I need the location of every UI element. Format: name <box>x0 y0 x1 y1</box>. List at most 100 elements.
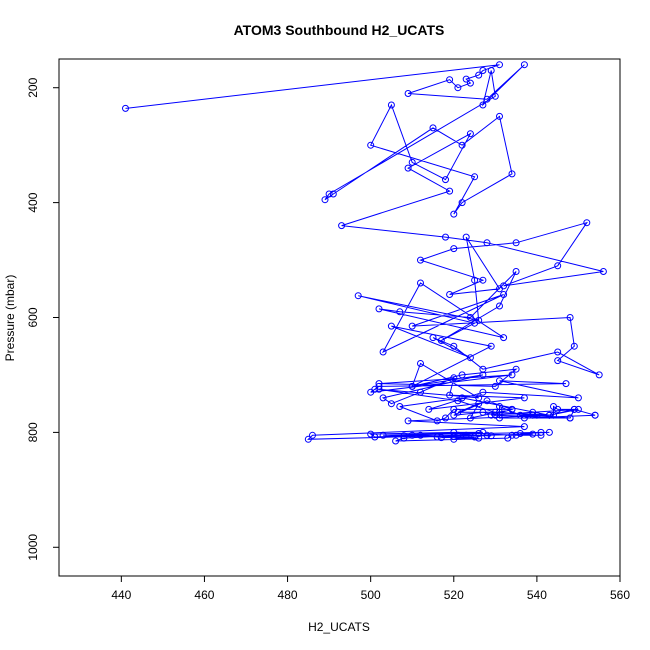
data-point <box>545 411 553 419</box>
data-point <box>475 430 483 437</box>
data-point <box>483 431 491 439</box>
data-point <box>442 233 449 241</box>
data-point <box>379 348 387 356</box>
data-point <box>529 411 537 419</box>
data-point <box>508 170 516 178</box>
data-point <box>487 342 495 350</box>
data-point <box>554 357 562 365</box>
data-point <box>487 432 495 440</box>
data-point <box>466 130 474 138</box>
data-point <box>508 431 516 439</box>
data-point <box>462 75 470 83</box>
data-point <box>367 430 375 438</box>
data-point <box>400 432 408 440</box>
data-point <box>583 219 591 227</box>
data-point <box>500 334 508 342</box>
data-point <box>520 61 528 69</box>
data-point <box>516 430 524 437</box>
x-tick-label: 520 <box>444 588 464 602</box>
x-axis-label: H2_UCATS <box>308 620 370 634</box>
data-point <box>479 276 487 284</box>
data-point <box>496 414 503 422</box>
data-point <box>475 71 483 79</box>
data-point <box>487 67 495 74</box>
data-point <box>520 414 528 422</box>
data-point <box>450 245 458 253</box>
data-point <box>433 433 441 441</box>
data-point <box>475 434 483 442</box>
x-tick-label: 480 <box>278 588 298 602</box>
data-point <box>554 262 562 270</box>
data-point <box>429 334 437 342</box>
axes-layer: 440 460 480 500 520 540 560 200 400 600 800 1000 <box>26 58 630 602</box>
data-point <box>408 382 416 390</box>
data-point <box>450 374 458 382</box>
data-point <box>458 394 466 402</box>
data-point <box>379 431 387 439</box>
data-point <box>566 414 574 422</box>
data-point <box>425 405 433 413</box>
data-point <box>329 190 337 198</box>
data-point <box>550 411 557 419</box>
data-point <box>574 405 582 413</box>
data-point <box>466 354 474 362</box>
data-point <box>566 314 574 321</box>
data-point <box>450 405 458 413</box>
data-point <box>466 79 474 87</box>
data-point <box>379 394 387 402</box>
data-point <box>496 377 503 385</box>
data-point <box>479 408 487 416</box>
data-point <box>554 348 562 356</box>
data-point <box>446 76 454 84</box>
data-point <box>309 431 316 439</box>
data-point <box>537 431 545 439</box>
data-point <box>520 423 528 431</box>
y-tick-label: 1000 <box>26 534 40 561</box>
data-point <box>321 196 329 204</box>
data-point <box>446 391 454 399</box>
data-point <box>454 84 462 92</box>
data-point <box>408 158 416 166</box>
data-point <box>450 210 458 218</box>
data-point <box>500 291 508 298</box>
data-point <box>446 187 454 195</box>
data-point <box>570 342 578 350</box>
y-tick-label: 800 <box>26 422 40 442</box>
data-point <box>591 411 599 419</box>
data-point <box>375 385 383 393</box>
y-tick-label: 200 <box>26 77 40 97</box>
series-layer <box>122 61 607 445</box>
data-point <box>471 433 479 441</box>
data-point <box>450 342 458 350</box>
data-point <box>458 199 466 207</box>
y-tick-label: 600 <box>26 307 40 327</box>
x-tick-label: 540 <box>527 588 547 602</box>
data-point <box>520 394 528 402</box>
data-point <box>512 431 520 439</box>
data-point <box>479 101 487 109</box>
data-point <box>437 337 445 344</box>
data-point <box>354 292 362 300</box>
data-point <box>471 173 479 181</box>
data-point <box>599 268 607 275</box>
data-point <box>491 92 499 100</box>
data-point <box>122 104 129 112</box>
data-point <box>487 411 495 419</box>
data-point <box>433 417 441 425</box>
data-point <box>325 190 333 198</box>
plot-frame <box>58 58 621 577</box>
data-point <box>529 408 537 416</box>
data-point <box>417 388 424 396</box>
data-point <box>458 371 466 379</box>
x-tick-label: 560 <box>610 588 630 602</box>
x-tick-label: 500 <box>361 588 381 602</box>
data-point <box>471 319 479 327</box>
data-point <box>404 164 412 172</box>
data-point <box>491 382 499 390</box>
data-point <box>512 365 520 373</box>
data-point <box>417 360 424 367</box>
data-point <box>545 428 553 436</box>
data-point <box>466 314 474 321</box>
data-point <box>574 394 582 402</box>
